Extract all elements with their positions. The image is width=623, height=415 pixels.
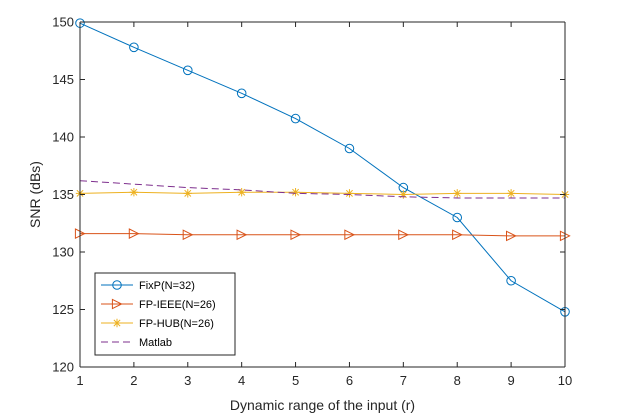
data-point	[182, 229, 194, 241]
data-point	[506, 189, 516, 198]
series-line	[80, 233, 565, 237]
x-tick-label: 3	[184, 373, 191, 388]
x-tick-label: 10	[558, 373, 572, 388]
data-point	[506, 275, 516, 286]
series-2	[74, 228, 571, 242]
legend-marker	[112, 280, 122, 290]
legend-label: FP-IEEE(N=26)	[139, 299, 216, 311]
y-tick-label: 145	[52, 72, 74, 87]
x-axis-label: Dynamic range of the input (r)	[230, 397, 415, 413]
y-tick-label: 140	[52, 130, 74, 145]
legend: FixP(N=32) FP-IEEE(N=26) FP-HUB(N=26) Matla…	[94, 272, 236, 356]
data-point	[290, 229, 302, 241]
y-tick-label: 150	[52, 15, 74, 30]
x-tick-label: 5	[292, 373, 299, 388]
axes-layer: 1 2 3 4 5 6 7 8 9 10 120 125 130 135 140 145 150	[52, 15, 572, 389]
data-point	[506, 230, 517, 242]
legend-box	[94, 272, 236, 356]
data-point	[236, 88, 247, 99]
legend-label: FixP(N=32)	[139, 280, 195, 292]
legend-label: FP-HUB(N=26)	[139, 318, 214, 330]
data-point	[453, 189, 462, 198]
data-point	[128, 228, 140, 240]
data-point	[237, 188, 246, 197]
data-point	[344, 143, 355, 154]
series-line	[79, 22, 566, 313]
y-tick-label: 130	[52, 245, 74, 260]
legend-marker	[112, 318, 122, 328]
data-point	[398, 229, 410, 241]
data-point	[236, 229, 248, 241]
legend-entry: FixP(N=32)	[101, 280, 195, 292]
data-point	[291, 188, 300, 197]
series-layer	[74, 18, 571, 317]
legend-entry: FP-HUB(N=26)	[101, 318, 214, 330]
x-tick-label: 9	[507, 373, 514, 388]
series-line	[79, 180, 565, 199]
data-point	[182, 65, 193, 76]
y-axis-label: SNR (dBs)	[27, 161, 43, 228]
x-tick-label: 6	[346, 373, 353, 388]
data-point	[129, 42, 139, 53]
data-point	[399, 190, 408, 199]
y-tick-label: 120	[52, 360, 74, 375]
legend-entry: Matlab	[101, 337, 172, 349]
series-line	[79, 191, 566, 196]
data-point	[452, 212, 463, 223]
data-point	[345, 189, 354, 198]
x-tick-label: 2	[130, 373, 137, 388]
legend-marker	[111, 298, 123, 310]
data-point	[183, 189, 192, 198]
data-point	[452, 229, 463, 241]
y-tick-label: 125	[52, 302, 74, 317]
data-point	[290, 113, 301, 124]
x-tick-label: 1	[76, 373, 83, 388]
y-tick-label: 135	[52, 187, 74, 202]
x-tick-label: 8	[454, 373, 461, 388]
legend-label: Matlab	[139, 337, 172, 349]
x-tick-label: 4	[238, 373, 245, 388]
data-point	[344, 229, 356, 241]
x-tick-label: 7	[400, 373, 407, 388]
data-point	[129, 188, 139, 197]
legend-entry: FP-IEEE(N=26)	[101, 298, 216, 311]
series-4	[79, 180, 565, 199]
